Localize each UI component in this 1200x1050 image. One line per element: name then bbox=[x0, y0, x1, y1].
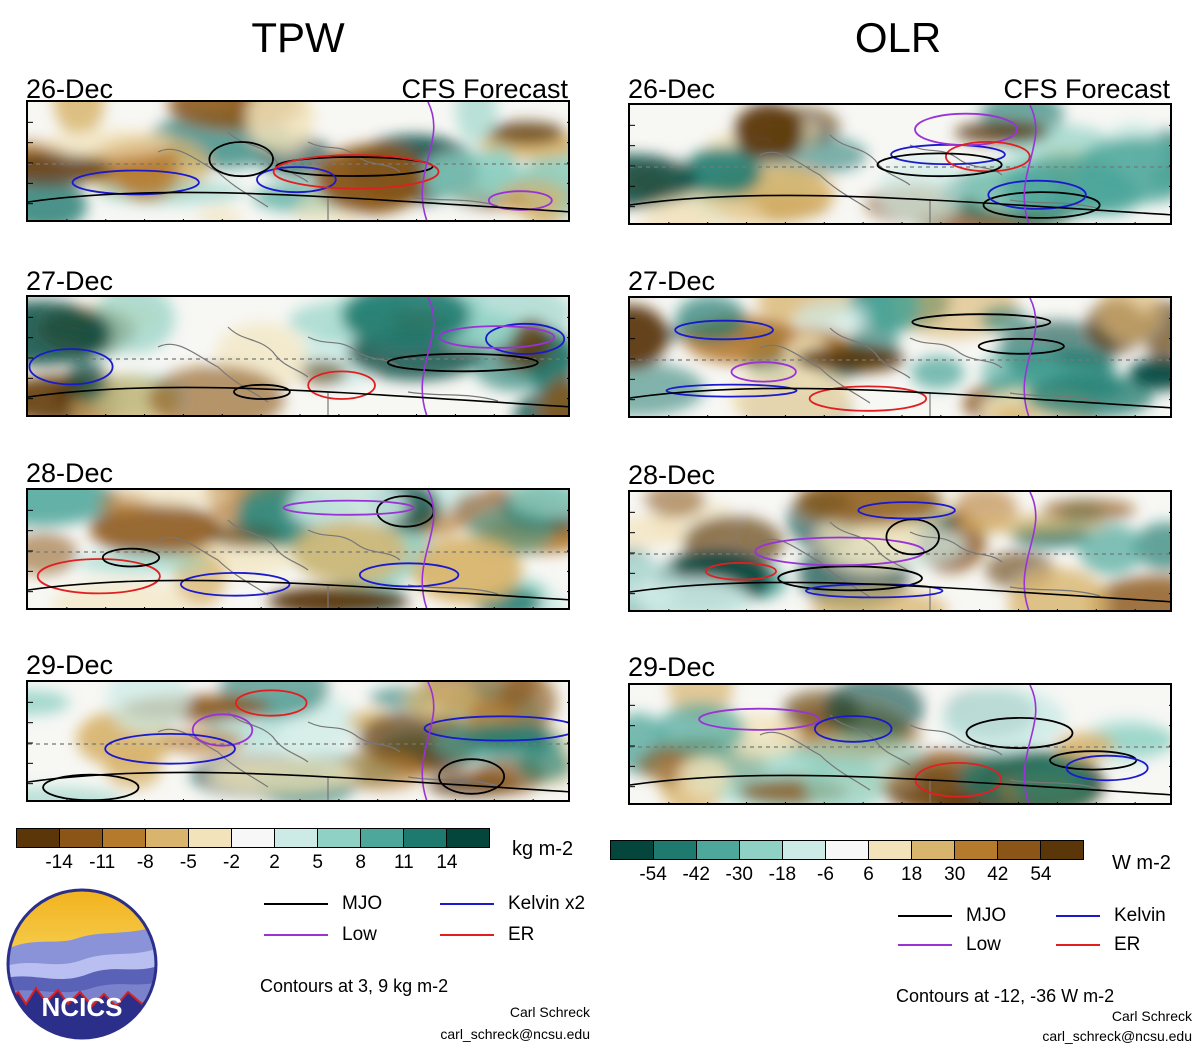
olr-date-label: 28-Dec bbox=[628, 460, 716, 490]
legend-mjo-line bbox=[898, 915, 952, 917]
colorbar-swatch bbox=[60, 829, 103, 847]
colorbar-tick-label: -5 bbox=[179, 852, 197, 873]
colorbar-swatch bbox=[232, 829, 275, 847]
colorbar-swatch bbox=[361, 829, 404, 847]
legend-er: ER bbox=[1056, 934, 1140, 956]
colorbar-tick-label: -8 bbox=[136, 852, 154, 873]
tpw-date-label: 28-Dec bbox=[26, 458, 114, 488]
tpw-map-panel bbox=[26, 295, 570, 417]
olr-colorbar bbox=[610, 840, 1084, 860]
legend-low-line bbox=[264, 934, 328, 936]
olr-title: OLR bbox=[854, 14, 942, 61]
colorbar-tick-label: -42 bbox=[682, 864, 710, 885]
colorbar-swatch bbox=[447, 829, 489, 847]
olr-forecast-label: CFS Forecast bbox=[1003, 74, 1170, 104]
colorbar-tick-label: 54 bbox=[1030, 864, 1052, 885]
colorbar-tick-label: -11 bbox=[89, 852, 116, 873]
colorbar-swatch bbox=[404, 829, 447, 847]
colorbar-swatch bbox=[869, 841, 912, 859]
legend-mjo: MJO bbox=[898, 905, 1006, 927]
colorbar-tick-label: 42 bbox=[987, 864, 1009, 885]
olr-credit-email: carl_schreck@ncsu.edu bbox=[1042, 1028, 1192, 1044]
tpw-map-panel bbox=[26, 488, 570, 610]
colorbar-swatch bbox=[146, 829, 189, 847]
tpw-credit-name: Carl Schreck bbox=[509, 1004, 590, 1020]
tpw-date-label: 26-Dec bbox=[26, 74, 114, 104]
legend-kelvin: Kelvin x2 bbox=[440, 893, 585, 915]
legend-low: Low bbox=[898, 934, 1001, 956]
tpw-date-label: 29-Dec bbox=[26, 650, 114, 680]
colorbar-tick-label: 8 bbox=[355, 852, 367, 873]
colorbar-tick-label: 2 bbox=[269, 852, 280, 873]
colorbar-tick-label: -2 bbox=[223, 852, 240, 873]
ncics-logo: NCICS bbox=[6, 888, 158, 1040]
colorbar-swatch bbox=[17, 829, 60, 847]
legend-er-line bbox=[440, 934, 494, 936]
olr-date-label: 27-Dec bbox=[628, 266, 716, 296]
colorbar-tick-label: 6 bbox=[863, 864, 874, 885]
legend-mjo: MJO bbox=[264, 893, 382, 915]
colorbar-tick-label: -30 bbox=[725, 864, 753, 885]
colorbar-swatch bbox=[697, 841, 740, 859]
colorbar-tick-label: 18 bbox=[901, 864, 923, 885]
colorbar-swatch bbox=[998, 841, 1041, 859]
colorbar-tick-label: 14 bbox=[436, 852, 458, 873]
colorbar-swatch bbox=[654, 841, 697, 859]
colorbar-tick-label: 5 bbox=[312, 852, 323, 873]
colorbar-swatch bbox=[318, 829, 361, 847]
colorbar-swatch bbox=[740, 841, 783, 859]
logo-text: NCICS bbox=[42, 992, 123, 1022]
colorbar-swatch bbox=[275, 829, 318, 847]
tpw-forecast-label: CFS Forecast bbox=[401, 74, 568, 104]
olr-map-panel bbox=[628, 490, 1172, 612]
colorbar-swatch bbox=[955, 841, 998, 859]
colorbar-tick-label: -6 bbox=[817, 864, 834, 885]
colorbar-swatch bbox=[912, 841, 955, 859]
legend-kelvin-line bbox=[440, 903, 494, 905]
legend-kelvin-line bbox=[1056, 915, 1100, 917]
olr-map-panel bbox=[628, 103, 1172, 225]
olr-colorbar-unit: W m-2 bbox=[1112, 852, 1171, 874]
olr-date-label: 29-Dec bbox=[628, 652, 716, 682]
legend-er: ER bbox=[440, 924, 534, 946]
olr-map-panel bbox=[628, 296, 1172, 418]
colorbar-swatch bbox=[826, 841, 869, 859]
colorbar-tick-label: 11 bbox=[393, 852, 414, 873]
tpw-title: TPW bbox=[251, 14, 345, 61]
tpw-contours-note: Contours at 3, 9 kg m-2 bbox=[260, 976, 449, 996]
colorbar-swatch bbox=[189, 829, 232, 847]
colorbar-swatch bbox=[783, 841, 826, 859]
olr-credit-name: Carl Schreck bbox=[1111, 1008, 1192, 1024]
colorbar-swatch bbox=[1041, 841, 1083, 859]
tpw-map-panel bbox=[26, 680, 570, 802]
legend-er-line bbox=[1056, 944, 1100, 946]
legend-low-line bbox=[898, 944, 952, 946]
tpw-credit-email: carl_schreck@ncsu.edu bbox=[440, 1026, 590, 1042]
colorbar-swatch bbox=[611, 841, 654, 859]
olr-contours-note: Contours at -12, -36 W m-2 bbox=[896, 986, 1115, 1006]
colorbar-tick-label: -14 bbox=[45, 852, 73, 873]
legend-low: Low bbox=[264, 924, 377, 946]
olr-map-panel bbox=[628, 683, 1172, 805]
colorbar-tick-label: -54 bbox=[639, 864, 667, 885]
olr-date-label: 26-Dec bbox=[628, 74, 716, 104]
tpw-colorbar bbox=[16, 828, 490, 848]
colorbar-tick-label: 30 bbox=[944, 864, 966, 885]
legend-mjo-line bbox=[264, 903, 328, 905]
colorbar-swatch bbox=[103, 829, 146, 847]
tpw-colorbar-unit: kg m-2 bbox=[512, 838, 574, 860]
tpw-map-panel bbox=[26, 100, 570, 222]
legend-kelvin: Kelvin bbox=[1056, 905, 1166, 927]
colorbar-tick-label: -18 bbox=[768, 864, 797, 885]
tpw-date-label: 27-Dec bbox=[26, 266, 114, 296]
